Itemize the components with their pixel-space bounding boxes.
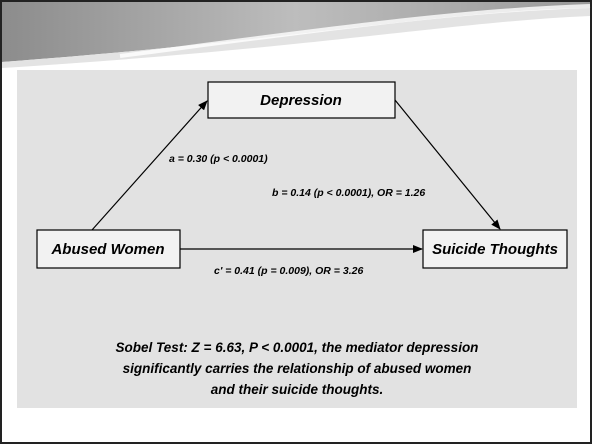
header-highlight [119,4,591,58]
arrow-b [394,99,501,230]
edge-label: b = 0.14 (p < 0.0001), OR = 1.26 [272,187,425,199]
edge-label: c' = 0.41 (p = 0.009), OR = 3.26 [214,265,363,277]
note-line: and their suicide thoughts. [211,382,384,397]
edge-label: a = 0.30 (p < 0.0001) [169,153,268,165]
node-box [36,229,181,269]
node-label: Suicide Thoughts [432,241,558,258]
node-box [207,81,396,119]
arrow-a [91,100,208,231]
node-box [422,229,568,269]
node-label: Depression [260,92,342,109]
node-label: Abused Women [50,241,164,258]
note-line: significantly carries the relationship o… [123,361,472,376]
note-line: Sobel Test: Z = 6.63, P < 0.0001, the me… [116,340,479,355]
